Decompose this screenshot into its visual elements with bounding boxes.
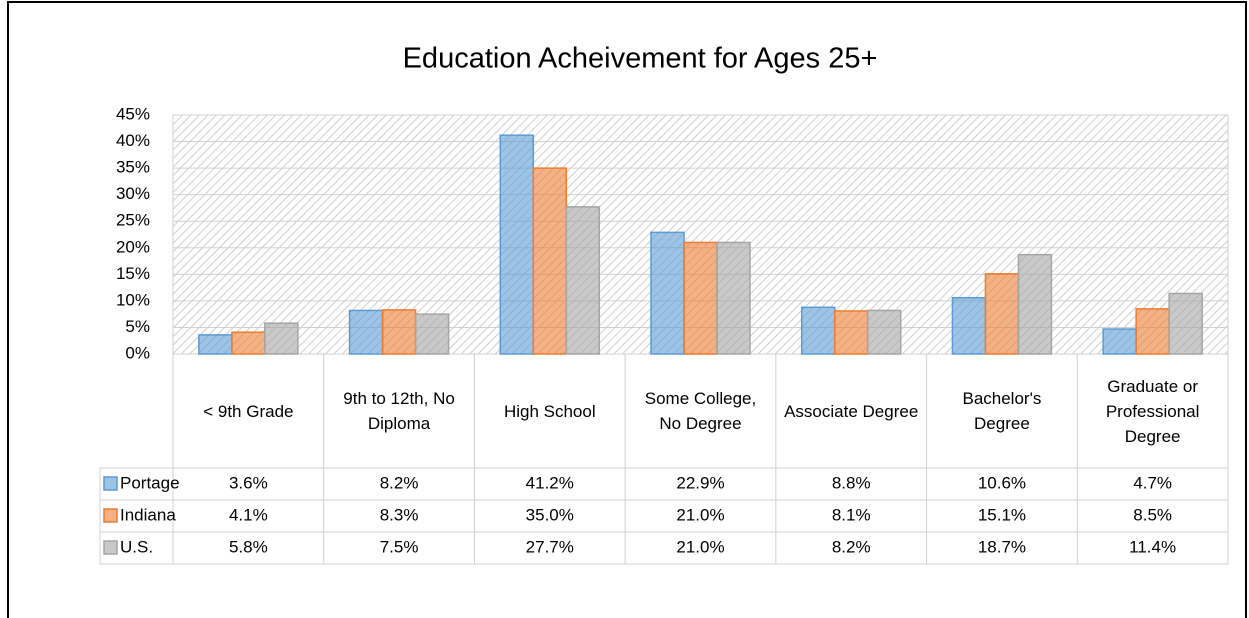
y-tick-label: 20% [116, 237, 150, 256]
data-label: 21.0% [676, 537, 724, 556]
bar [198, 334, 233, 355]
y-tick-label: 25% [116, 211, 150, 230]
bar [650, 231, 685, 355]
bar [1168, 292, 1203, 355]
x-tick-label: Graduate or Professional Degree [1105, 376, 1200, 446]
data-label: 11.4% [1129, 537, 1176, 556]
y-tick-label: 5% [125, 317, 150, 336]
data-label: 4.7% [1133, 473, 1172, 492]
x-tick-label-box: Bachelor's Degree [962, 389, 1042, 433]
y-tick-label: 10% [116, 290, 150, 309]
data-label: 22.9% [676, 473, 724, 492]
y-tick-label: 30% [116, 184, 150, 203]
legend-label: Indiana [120, 505, 176, 524]
x-tick-label-box: 9th to 12th, No Diploma [343, 389, 455, 433]
data-label: 8.3% [380, 505, 419, 524]
bar [1135, 308, 1170, 355]
data-label: 8.2% [832, 537, 871, 556]
data-label: 41.2% [526, 473, 574, 492]
bar [348, 309, 384, 355]
y-tick-label: 0% [125, 343, 150, 362]
x-tick-label-box: High School [503, 401, 596, 421]
data-label: 8.2% [380, 473, 419, 492]
bar [716, 241, 751, 355]
x-tick-label-box: Some College, No Degree [644, 389, 757, 433]
x-tick-label: < 9th Grade [203, 401, 294, 421]
data-label: 35.0% [526, 505, 574, 524]
legend-label: U.S. [120, 537, 153, 556]
y-tick-label: 15% [116, 264, 150, 283]
bar [381, 309, 417, 355]
legend-key [103, 540, 118, 555]
bar [499, 134, 535, 355]
y-tick-label: 45% [116, 104, 150, 123]
data-label: 15.1% [978, 505, 1026, 524]
x-tick-label-box: < 9th Grade [203, 401, 294, 421]
data-label: 18.7% [978, 537, 1026, 556]
data-label: 8.5% [1133, 505, 1172, 524]
bar [866, 309, 902, 355]
bar [1017, 253, 1053, 355]
data-label: 27.7% [526, 537, 574, 556]
bar [833, 310, 869, 355]
chart-title: Education Acheivement for Ages 25+ [403, 43, 878, 75]
bar [565, 206, 601, 355]
y-tick-label: 35% [116, 158, 150, 177]
legend-key [103, 508, 118, 523]
data-label: 21.0% [676, 505, 724, 524]
data-label: 8.1% [832, 505, 871, 524]
x-tick-label-box: Graduate or Professional Degree [1105, 376, 1200, 446]
bar [800, 306, 836, 355]
x-tick-label: High School [503, 401, 596, 421]
bar [264, 322, 299, 355]
bar [1102, 328, 1137, 355]
bar [984, 273, 1020, 355]
bar [414, 313, 450, 355]
x-tick-label-box: Associate Degree [784, 401, 919, 421]
chart-border [7, 1, 1247, 618]
bar [231, 331, 266, 355]
x-tick-label: Associate Degree [784, 401, 919, 421]
x-tick-label: Bachelor's Degree [962, 389, 1042, 433]
data-label: 4.1% [229, 505, 268, 524]
bar [951, 296, 987, 355]
legend-key [103, 476, 118, 491]
x-tick-label: 9th to 12th, No Diploma [343, 389, 455, 433]
data-label: 10.6% [978, 473, 1026, 492]
data-label: 8.8% [832, 473, 871, 492]
data-label: 5.8% [229, 537, 268, 556]
bar [532, 167, 568, 355]
bar [683, 241, 718, 355]
data-label: 3.6% [229, 473, 268, 492]
legend-label: Portage [120, 473, 180, 492]
x-tick-label: Some College, No Degree [644, 389, 757, 433]
y-tick-label: 40% [116, 131, 150, 150]
data-label: 7.5% [380, 537, 419, 556]
